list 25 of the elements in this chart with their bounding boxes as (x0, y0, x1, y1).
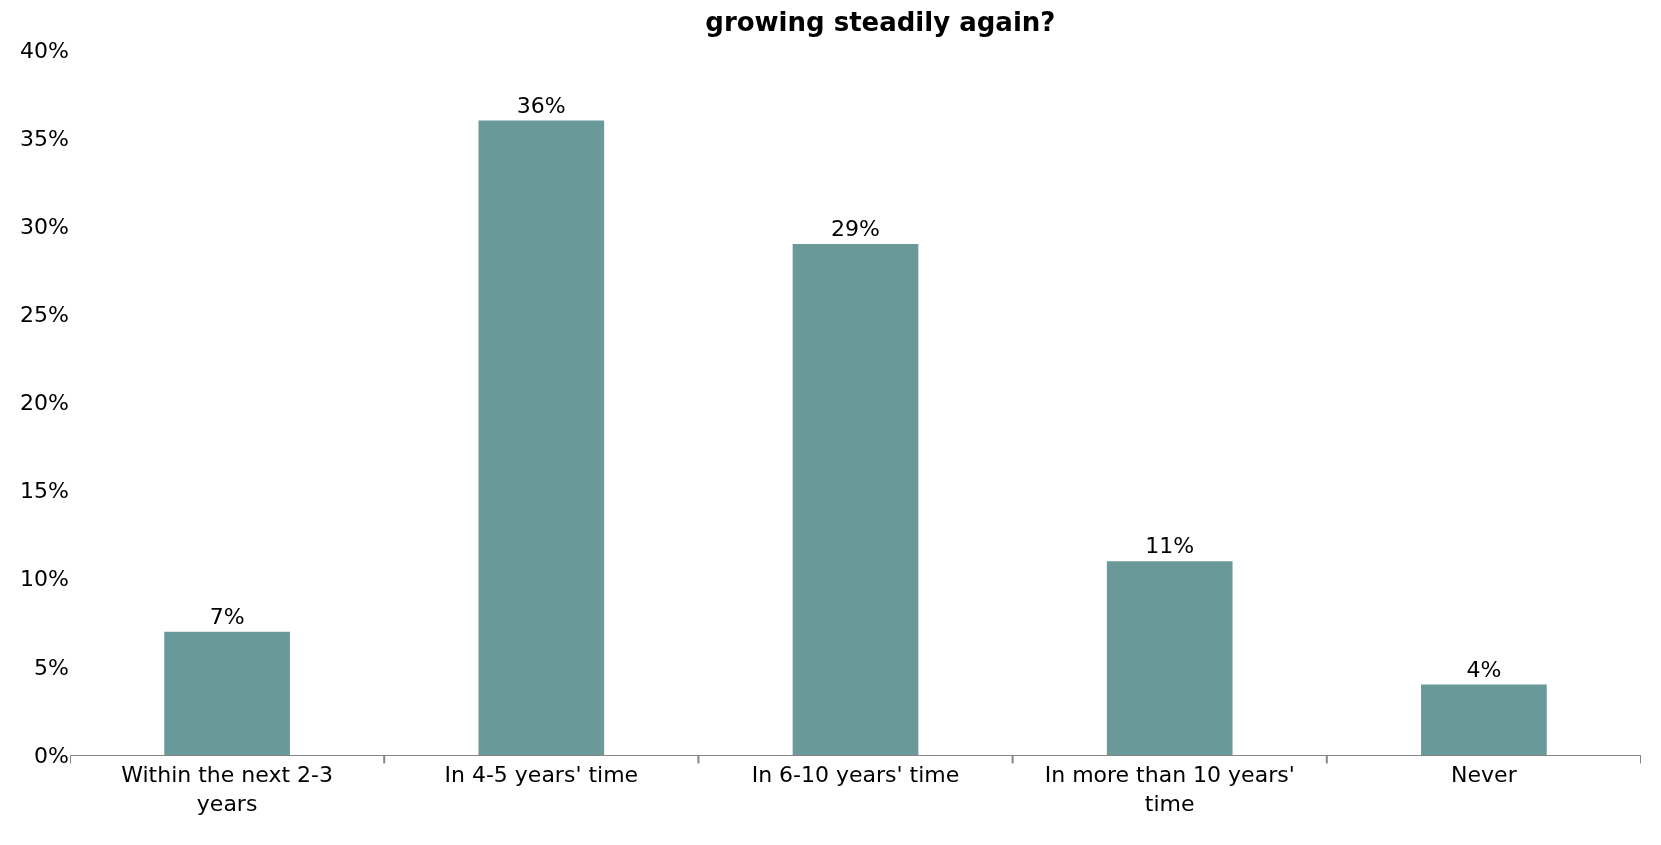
x-tick-label: In 4-5 years' time (444, 762, 639, 788)
x-tick-label: In more than 10 years' time (1044, 762, 1295, 816)
data-label: 7% (209, 603, 245, 629)
y-tick-label: 15% (20, 478, 69, 504)
data-label: 29% (831, 215, 880, 241)
y-tick-label: 20% (20, 390, 69, 416)
bar (164, 631, 290, 755)
bar (792, 243, 919, 755)
bar (1421, 684, 1547, 755)
y-tick-label: 25% (20, 302, 69, 328)
x-tick-label: In 6-10 years' time (751, 762, 960, 788)
y-tick-label: 30% (20, 213, 69, 239)
data-label: 4% (1466, 656, 1502, 682)
y-tick-label: 5% (34, 654, 69, 680)
data-label: 11% (1145, 533, 1195, 559)
y-tick-label: 0% (34, 742, 69, 768)
y-tick-label: 10% (20, 566, 69, 592)
x-tick-label: Within the next 2-3 years (121, 762, 333, 816)
bar (478, 120, 605, 755)
x-tick-label: Never (1451, 762, 1518, 788)
y-tick-label: 40% (20, 37, 69, 63)
chart-title: growing steadily again? (705, 6, 1056, 37)
y-tick-label: 35% (20, 125, 69, 151)
bar (1106, 561, 1233, 755)
data-label: 36% (516, 92, 566, 118)
